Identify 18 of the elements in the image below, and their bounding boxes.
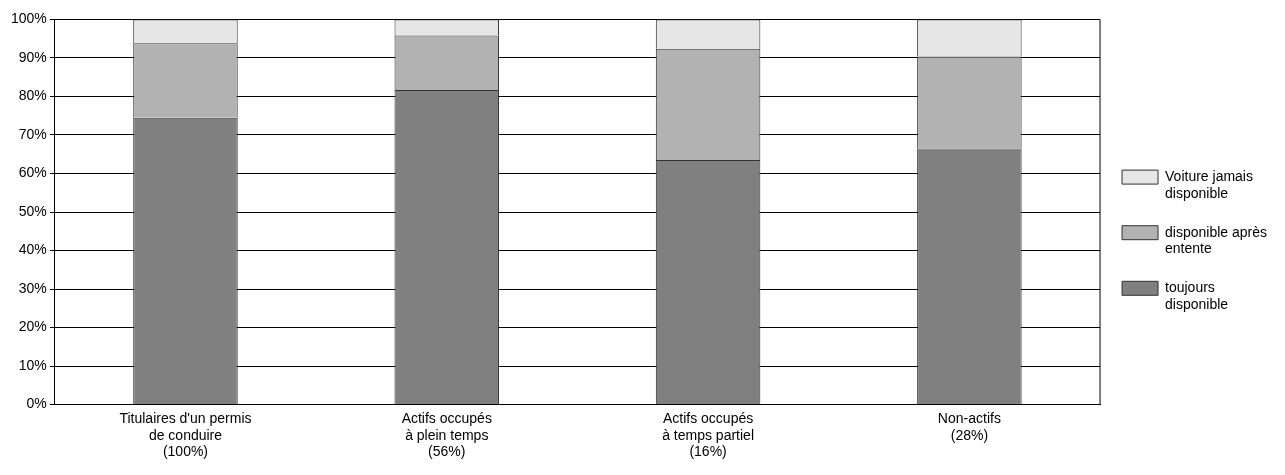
y-tick-label: 0% — [26, 395, 47, 412]
y-tick-label: 20% — [18, 318, 47, 335]
y-tick-label: 70% — [18, 125, 47, 142]
x-tick-label: Actifs occupés à plein temps (56%) — [401, 409, 492, 460]
y-tick-label: 40% — [18, 241, 47, 258]
y-tick-label: 100% — [10, 10, 47, 27]
x-tick-label: Titulaires d'un permis de conduire (100%) — [119, 409, 252, 460]
legend-label: Voiture jamais disponible — [1165, 167, 1253, 201]
y-tick-label: 30% — [18, 279, 47, 296]
x-tick-label: Non-actifs (28%) — [937, 409, 1001, 443]
y-tick-label: 50% — [18, 202, 47, 219]
y-tick-label: 10% — [18, 356, 47, 373]
x-tick-label: Actifs occupés à temps partiel (16%) — [662, 409, 754, 460]
y-tick-label: 60% — [18, 164, 47, 181]
y-tick-label: 90% — [18, 48, 47, 65]
y-tick-label: 80% — [18, 87, 47, 104]
legend-label: toujours disponible — [1165, 279, 1229, 312]
legend-label: disponible après entente — [1165, 223, 1268, 257]
